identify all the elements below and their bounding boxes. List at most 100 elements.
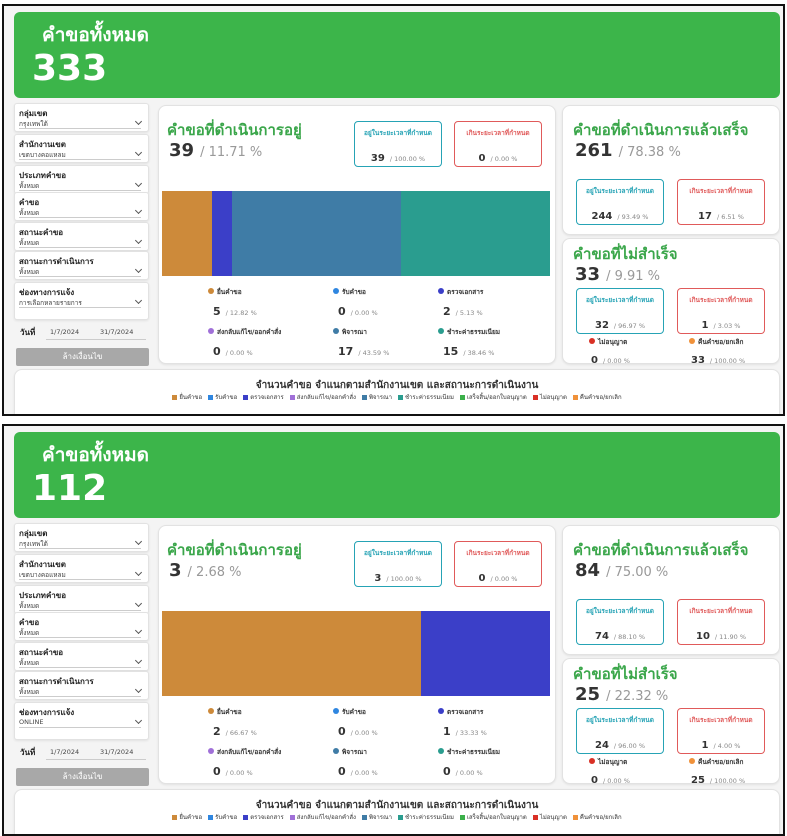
filter-underline bbox=[19, 696, 141, 697]
stacked-bar-segment bbox=[162, 191, 212, 276]
filter[interactable]: ประเภทคำขอ ทั้งหมด bbox=[14, 585, 149, 614]
filter[interactable]: สถานะการดำเนินการ ทั้งหมด bbox=[14, 671, 149, 700]
metric-percent: / 0.00 % bbox=[490, 575, 518, 583]
clear-button[interactable]: ล้างเงื่อนไข bbox=[16, 768, 149, 786]
outcome-label: คืนคำขอ/ยกเลิก bbox=[698, 338, 744, 346]
outcome-percent: / 0.00 % bbox=[602, 777, 630, 785]
legend-item: พิจารณา bbox=[361, 392, 392, 402]
stage-percent: / 0.00 % bbox=[350, 729, 378, 737]
stage-percent: / 0.00 % bbox=[455, 769, 483, 777]
stage-count: 0 bbox=[338, 765, 346, 778]
legend-item: คืนคำขอ/ยกเลิก bbox=[572, 812, 622, 822]
stage-figure: 15 / 38.46 % bbox=[443, 340, 494, 359]
filter-label: ประเภทคำขอ bbox=[19, 591, 67, 600]
stage-count: 1 bbox=[443, 725, 451, 738]
metric-row: 24 / 96.00 % bbox=[577, 733, 663, 752]
date-start[interactable]: 1/7/2024 bbox=[50, 328, 80, 336]
legend-swatch bbox=[172, 395, 178, 400]
date-end[interactable]: 31/7/2024 bbox=[100, 748, 134, 756]
dropdown-chevron bbox=[134, 179, 143, 188]
filter[interactable]: ประเภทคำขอ ทั้งหมด bbox=[14, 165, 149, 194]
stage-percent: / 38.46 % bbox=[463, 349, 495, 357]
legend-dot bbox=[689, 338, 695, 344]
dashboard-panel: คำขอทั้งหมด 333 กลุ่มเขตกรุงเทพใต้สำนักงาน… bbox=[2, 4, 785, 416]
card-title: คำขอที่ไม่สำเร็จ bbox=[573, 665, 678, 683]
legend-label: ไม่อนุญาต bbox=[539, 814, 567, 821]
outcome-label: ไม่อนุญาต bbox=[598, 338, 628, 346]
filter[interactable]: กลุ่มเขตกรุงเทพใต้ bbox=[14, 103, 149, 132]
filter-underline bbox=[19, 128, 141, 129]
filter-value: กรุงเทพใต้ bbox=[19, 120, 48, 128]
filter[interactable]: สถานะการดำเนินการ ทั้งหมด bbox=[14, 251, 149, 280]
total-count: 333 bbox=[32, 48, 108, 89]
metric-label: เกินระยะเวลาที่กำหนด bbox=[689, 296, 753, 304]
card-percent: / 22.32 % bbox=[606, 689, 669, 704]
metric-count: 10 bbox=[695, 631, 710, 642]
metric-count: 74 bbox=[594, 631, 609, 642]
stage-label: ส่งกลับแก้ไข/ออกคำสั่ง bbox=[217, 328, 282, 336]
filter-value: เขตบางคอแหลม bbox=[19, 151, 66, 159]
chart-title: จำนวนคำขอ จำแนกตามสำนักงานเขต และสถานะกา… bbox=[255, 800, 539, 811]
card-count: 39 bbox=[169, 140, 195, 161]
filter[interactable]: สำนักงานเขต เขตบางคอแหลม bbox=[14, 134, 149, 163]
legend-item: ชำระค่าธรรมเนียม bbox=[397, 392, 454, 402]
card-title: คำขอที่ไม่สำเร็จ bbox=[573, 245, 678, 263]
legend-item: ไม่อนุญาต bbox=[532, 392, 567, 402]
filter[interactable]: สำนักงานเขต เขตบางคอแหลม bbox=[14, 554, 149, 583]
date-label: วันที่ bbox=[20, 748, 36, 757]
stage-percent: / 0.00 % bbox=[225, 769, 253, 777]
completed-card: คำขอที่ดำเนินการแล้วเสร็จ 84 / 75.00 % อยู่… bbox=[562, 525, 780, 655]
card-title: คำขอที่ดำเนินการอยู่ bbox=[167, 121, 302, 139]
stage-percent: / 0.00 % bbox=[225, 349, 253, 357]
stage-percent: / 43.59 % bbox=[358, 349, 390, 357]
metric-count: 32 bbox=[594, 320, 609, 331]
metric-row: 10 / 11.90 % bbox=[678, 624, 764, 643]
filter-label: สถานะการดำเนินการ bbox=[19, 677, 94, 686]
filter-label: กลุ่มเขต bbox=[19, 109, 48, 118]
date-end[interactable]: 31/7/2024 bbox=[100, 328, 134, 336]
metric-label: เกินระยะเวลาที่กำหนด bbox=[689, 187, 753, 195]
filter-underline bbox=[19, 548, 141, 549]
metric-box: เกินระยะเวลาที่กำหนด 17 / 6.51 % bbox=[677, 179, 765, 225]
filter[interactable]: คำขอ ทั้งหมด bbox=[14, 192, 149, 221]
legend-item: ส่งกลับแก้ไข/ออกคำสั่ง bbox=[289, 392, 356, 402]
filter[interactable]: สถานะคำขอ ทั้งหมด bbox=[14, 222, 149, 251]
filter[interactable]: ช่องทางการแจ้ง ONLINE bbox=[14, 702, 149, 740]
stage-figure: 2 / 66.67 % bbox=[213, 720, 257, 739]
card-percent: / 75.00 % bbox=[606, 565, 669, 580]
dropdown-chevron bbox=[134, 568, 143, 577]
filter-label: สถานะคำขอ bbox=[19, 648, 64, 657]
metric-count: 244 bbox=[591, 211, 613, 222]
outcome-figure: 0 / 0.00 % bbox=[591, 348, 630, 367]
legend-item: คืนคำขอ/ยกเลิก bbox=[572, 392, 622, 402]
legend-label: เสร็จสิ้น/ออกใบอนุญาต bbox=[466, 394, 527, 401]
filter-value: ทั้งหมด bbox=[19, 629, 40, 637]
card-figure: 84 / 75.00 % bbox=[575, 560, 668, 581]
metric-percent: / 96.97 % bbox=[613, 322, 646, 330]
legend-label: ชำระค่าธรรมเนียม bbox=[404, 394, 454, 401]
legend-dot bbox=[438, 748, 444, 754]
metric-count: 1 bbox=[701, 740, 709, 751]
metric-box: อยู่ในระยะเวลาที่กำหนด 39 / 100.00 % bbox=[354, 121, 442, 167]
outcome-count: 25 bbox=[691, 775, 705, 786]
stage-figure: 0 / 0.00 % bbox=[443, 760, 483, 779]
metric-count: 0 bbox=[478, 153, 486, 164]
filter[interactable]: กลุ่มเขต กรุงเทพใต้ bbox=[14, 523, 149, 552]
stage-percent: / 0.00 % bbox=[350, 769, 378, 777]
filter[interactable]: สถานะคำขอ ทั้งหมด bbox=[14, 642, 149, 671]
stacked-bar-segment bbox=[162, 611, 421, 696]
card-percent: / 9.91 % bbox=[606, 269, 661, 284]
legend-dot bbox=[333, 748, 339, 754]
clear-button[interactable]: ล้างเงื่อนไข bbox=[16, 348, 149, 366]
date-start[interactable]: 1/7/2024 bbox=[50, 748, 80, 756]
legend-label: คืนคำขอ/ยกเลิก bbox=[579, 814, 622, 821]
stage-percent: / 66.67 % bbox=[225, 729, 257, 737]
metric-count: 1 bbox=[701, 320, 709, 331]
filter[interactable]: คำขอ ทั้งหมด bbox=[14, 612, 149, 641]
metric-percent: / 93.49 % bbox=[617, 213, 649, 221]
filter-label: ช่องทางการแจ้ง bbox=[19, 288, 75, 297]
metric-box: อยู่ในระยะเวลาที่กำหนด 3 / 100.00 % bbox=[354, 541, 442, 587]
dropdown-chevron bbox=[134, 716, 143, 725]
metric-percent: / 3.03 % bbox=[713, 322, 741, 330]
filter[interactable]: ช่องทางการแจ้ง การเลือกหลายรายการ bbox=[14, 282, 149, 320]
